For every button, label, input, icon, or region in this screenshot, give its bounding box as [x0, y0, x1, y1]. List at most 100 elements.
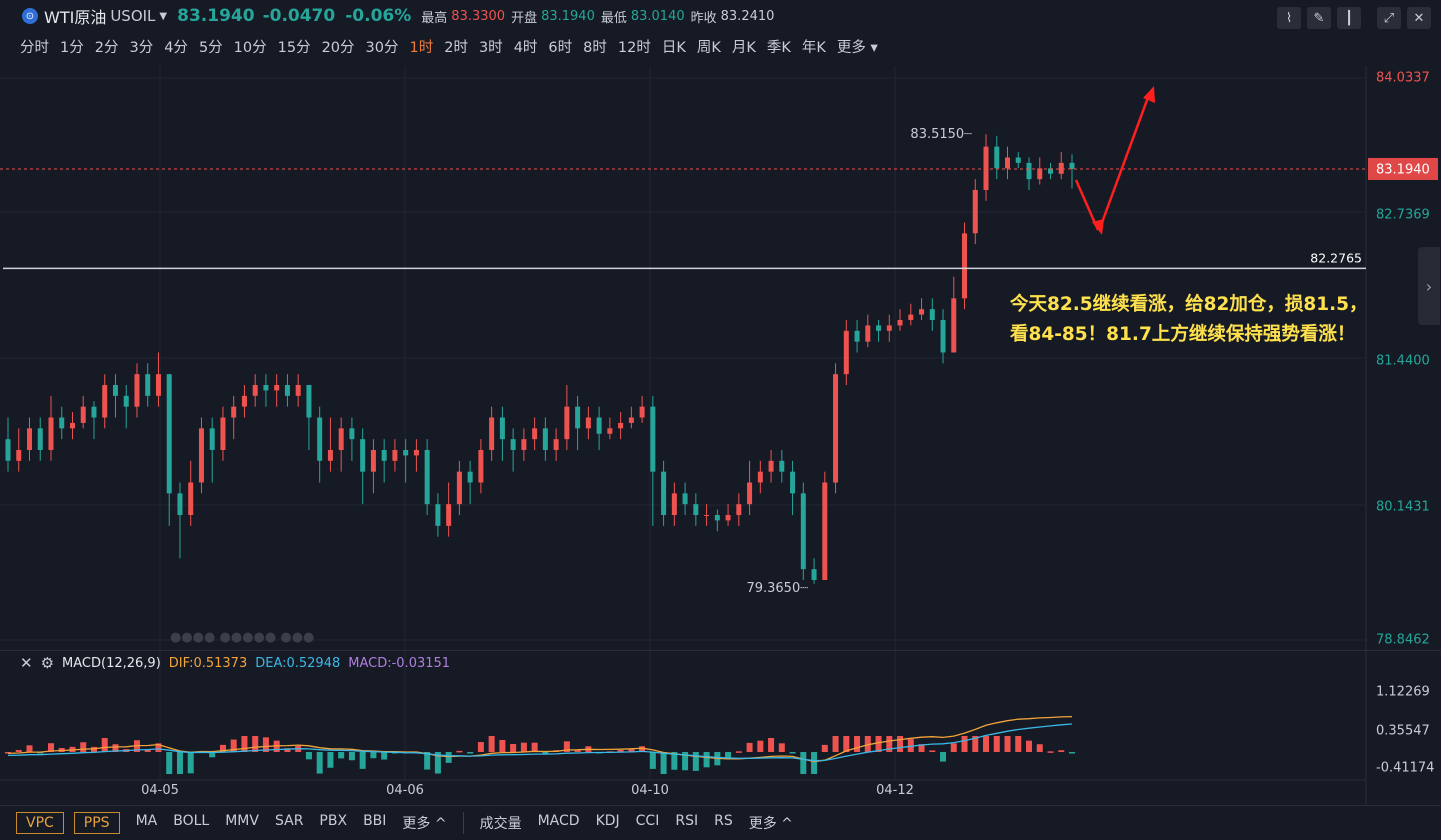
pane-divider[interactable] — [0, 650, 1441, 651]
candle-body — [897, 319, 903, 326]
candle-body — [48, 417, 54, 450]
macd-bar — [284, 748, 291, 752]
macd-bar — [950, 743, 957, 752]
candle-body — [59, 417, 65, 429]
candle-body — [972, 189, 978, 234]
prev-close-value: 83.2410 — [720, 8, 775, 24]
symbol-dropdown-icon[interactable]: ▼ — [159, 10, 168, 22]
timeframe-3[interactable]: 3分 — [129, 40, 154, 56]
macd-bar — [101, 738, 108, 752]
symbol-title[interactable]: WTI原油 — [44, 8, 107, 27]
timeframe-0[interactable]: 分时 — [20, 40, 49, 56]
timeframe-21[interactable]: 年K — [801, 40, 826, 56]
macd-bar — [1026, 740, 1033, 752]
candle-body — [381, 449, 387, 461]
candle-body — [1015, 157, 1021, 163]
candle-body — [306, 384, 312, 418]
sub-indicator-1[interactable]: MACD — [537, 813, 580, 829]
candle-body — [768, 460, 774, 472]
candle-body — [833, 374, 839, 483]
date-label-2: 04-10 — [631, 783, 669, 798]
sub-indicator-3[interactable]: CCI — [635, 813, 660, 829]
current-price-tag — [1368, 157, 1438, 180]
price-chart[interactable]: 84.0337 82.7369 81.4400 80.1431 78.8462 1.12… — [0, 0, 1441, 805]
macd-bar — [144, 749, 151, 752]
indicator-icon[interactable]: ⌇ — [1277, 7, 1301, 29]
sub-indicator-0[interactable]: 成交量 — [479, 816, 522, 832]
candle-body — [661, 471, 667, 516]
timeframe-13[interactable]: 4时 — [513, 40, 538, 56]
candle-body — [80, 406, 86, 423]
fullscreen-icon[interactable]: ⤢ — [1377, 7, 1401, 29]
price-change: -0.0470 — [262, 6, 336, 26]
close-indicator-icon[interactable]: ✕ — [20, 654, 33, 672]
candle-body — [962, 233, 968, 299]
macd-bar — [155, 743, 162, 752]
expand-panel-icon[interactable]: › — [1418, 247, 1440, 325]
candle-body — [370, 449, 376, 472]
timeframe-20[interactable]: 季K — [766, 40, 791, 56]
candle-type-icon[interactable]: ┃ — [1337, 7, 1361, 29]
candle-body — [1026, 162, 1032, 180]
timeframe-16[interactable]: 12时 — [617, 40, 651, 56]
timeframe-6[interactable]: 10分 — [233, 40, 267, 56]
timeframe-17[interactable]: 日K — [661, 40, 686, 56]
timeframe-10[interactable]: 1时 — [409, 40, 434, 56]
candle-body — [413, 449, 419, 456]
candle-body — [983, 146, 989, 190]
timeframe-11[interactable]: 2时 — [444, 40, 468, 56]
timeframe-5[interactable]: 5分 — [198, 40, 223, 56]
timeframe-9[interactable]: 30分 — [365, 40, 399, 56]
sub-indicator-4[interactable]: RSI — [675, 813, 699, 829]
current-price-tag-text: 83.1940 — [1376, 162, 1430, 177]
timeframe-19[interactable]: 月K — [731, 40, 756, 56]
main-indicator-6[interactable]: 更多 ^ — [402, 816, 447, 832]
candle-body — [91, 406, 97, 418]
prev-close-label: 昨收 — [690, 10, 717, 26]
sub-indicator-5[interactable]: RS — [714, 813, 733, 829]
main-indicator-0[interactable]: MA — [135, 813, 158, 829]
draw-icon[interactable]: ✎ — [1307, 7, 1331, 29]
timeframe-15[interactable]: 8时 — [583, 40, 607, 56]
close-icon[interactable]: ✕ — [1407, 7, 1431, 29]
timeframe-14[interactable]: 6时 — [548, 40, 573, 56]
macd-bar — [961, 736, 968, 752]
date-label-3: 04-12 — [876, 783, 914, 798]
timeframe-12[interactable]: 3时 — [478, 40, 503, 56]
vpc-button[interactable]: VPC — [16, 812, 64, 834]
main-indicator-5[interactable]: BBI — [363, 813, 387, 829]
macd-bar — [639, 746, 646, 752]
main-indicator-2[interactable]: MMV — [225, 813, 259, 829]
sub-indicator-6[interactable]: 更多 ^ — [748, 816, 793, 832]
annotation-line-1: 今天82.5继续看涨，给82加仓，损81.5， — [1010, 294, 1368, 315]
timeframe-2[interactable]: 2分 — [94, 40, 119, 56]
macd-bar — [671, 752, 678, 770]
candle-body — [295, 384, 301, 396]
pps-button[interactable]: PPS — [73, 812, 120, 834]
timeframe-22[interactable]: 更多 ▾ — [836, 40, 878, 56]
timeframe-8[interactable]: 20分 — [321, 40, 355, 56]
candle-body — [1058, 162, 1064, 174]
indicator-settings-icon[interactable]: ⚙ — [40, 654, 55, 672]
main-indicator-4[interactable]: PBX — [319, 813, 348, 829]
candle-body — [521, 439, 527, 450]
macd-bar — [15, 750, 22, 752]
macd-bar — [219, 744, 226, 752]
macd-bar — [628, 748, 635, 752]
candle-body — [155, 374, 161, 396]
symbol-code[interactable]: USOIL — [110, 7, 156, 25]
macd-pane: 1.12269 0.35547 -0.41174 04-05 04-06 04-10 04-… — [0, 685, 1434, 798]
projection-arrow-up — [1098, 91, 1152, 229]
timeframe-4[interactable]: 4分 — [164, 40, 188, 56]
timeframe-1[interactable]: 1分 — [60, 40, 84, 56]
macd-bar — [1058, 750, 1065, 752]
annotation-line-2: 看84-85！81.7上方继续保持强势看涨！ — [1010, 324, 1356, 345]
sub-indicator-2[interactable]: KDJ — [595, 813, 620, 829]
main-indicator-3[interactable]: SAR — [274, 813, 304, 829]
candle-body — [532, 428, 538, 440]
timeframe-18[interactable]: 周K — [696, 40, 721, 56]
candle-body — [596, 417, 602, 434]
candle-body — [919, 309, 925, 315]
main-indicator-1[interactable]: BOLL — [173, 813, 210, 829]
timeframe-7[interactable]: 15分 — [277, 40, 311, 56]
